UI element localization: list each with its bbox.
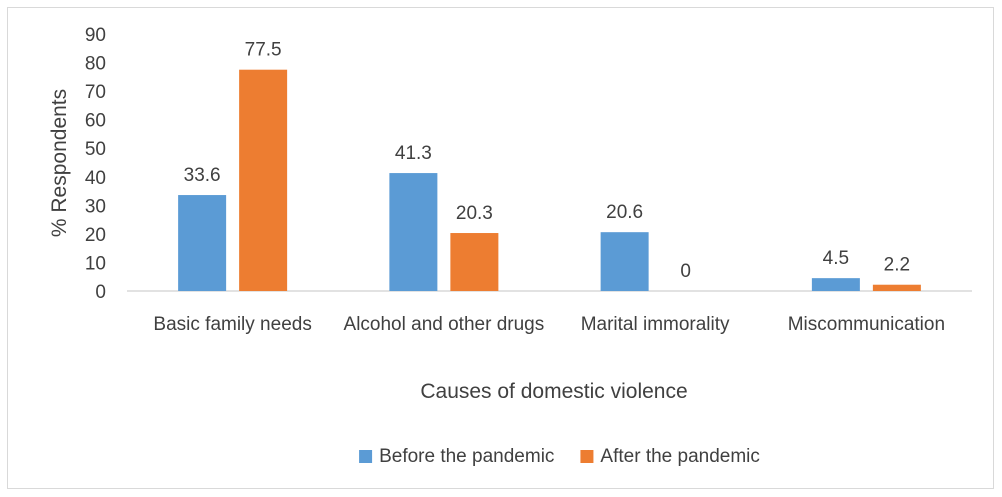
y-tick-label: 90: [85, 25, 106, 46]
data-label: 77.5: [245, 40, 282, 61]
y-tick-label: 30: [85, 196, 106, 217]
y-tick-label: 50: [85, 139, 106, 160]
bar: [811, 278, 860, 291]
y-tick-label: 0: [95, 282, 106, 303]
data-label: 0: [680, 261, 691, 282]
bar: [389, 173, 438, 291]
bar: [600, 232, 649, 291]
y-tick-label: 20: [85, 225, 106, 246]
bar: [450, 233, 499, 291]
category-label: Marital immorality: [581, 314, 730, 335]
chart-area: [7, 7, 994, 489]
y-tick-label: 60: [85, 111, 106, 132]
x-axis-title: Causes of domestic violence: [420, 380, 687, 403]
category-label: Basic family needs: [153, 314, 311, 335]
data-label: 20.3: [456, 203, 493, 224]
data-label: 4.5: [823, 248, 849, 269]
data-label: 41.3: [395, 143, 432, 164]
y-axis-title: % Respondents: [48, 89, 71, 237]
data-label: 20.6: [606, 202, 643, 223]
legend-label: After the pandemic: [600, 446, 759, 467]
y-tick-label: 40: [85, 168, 106, 189]
y-tick-label: 10: [85, 253, 106, 274]
category-label: Alcohol and other drugs: [344, 314, 545, 335]
y-tick-label: 80: [85, 54, 106, 75]
category-label: Miscommunication: [788, 314, 945, 335]
legend-label: Before the pandemic: [379, 446, 554, 467]
y-tick-label: 70: [85, 82, 106, 103]
data-label: 2.2: [884, 255, 910, 276]
x-axis-categories: Basic family needs Alcohol and other drug…: [153, 314, 945, 335]
legend-swatch: [580, 450, 594, 463]
bar: [872, 284, 921, 291]
data-labels: 33.6 77.5 41.3 20.3 20.6 0 4.5 2.2: [184, 40, 910, 282]
legend: Before the pandemic After the pandemic: [359, 446, 760, 467]
data-label: 33.6: [184, 165, 221, 186]
bars: [178, 69, 921, 291]
y-axis-ticks: 0 10 20 30 40 50 60 70 80 90: [85, 25, 106, 303]
bar: [178, 195, 227, 291]
legend-swatch: [359, 450, 373, 463]
bar: [239, 69, 288, 291]
